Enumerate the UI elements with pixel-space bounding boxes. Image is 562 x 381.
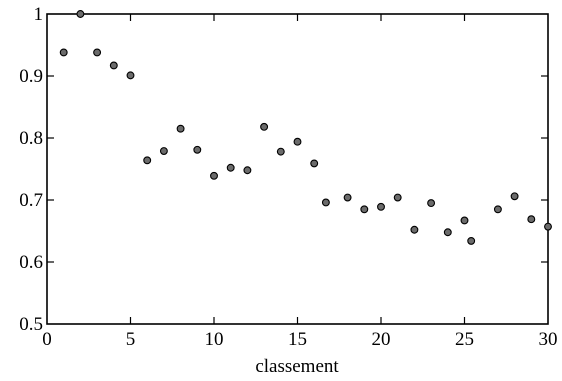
data-point: [210, 171, 218, 180]
y-tick-label: 0.9: [19, 66, 43, 87]
data-point: [176, 124, 185, 133]
data-point: [393, 193, 402, 202]
x-tick-label: 20: [372, 329, 391, 350]
data-point: [143, 156, 152, 165]
x-tick-label: 15: [288, 329, 307, 350]
data-point: [109, 61, 118, 70]
y-tick-label: 1: [34, 4, 44, 25]
axis-ticks: [47, 14, 548, 324]
data-point: [226, 163, 235, 172]
data-point: [493, 205, 502, 214]
data-point: [159, 147, 168, 155]
x-tick-label: 25: [455, 329, 474, 350]
data-point: [76, 10, 85, 18]
data-point: [193, 145, 202, 154]
data-point: [460, 216, 469, 225]
y-tick-label: 0.8: [19, 128, 43, 149]
data-point: [276, 147, 285, 156]
y-tick-label: 0.6: [19, 252, 43, 273]
data-point: [377, 202, 385, 211]
data-point: [93, 48, 102, 57]
x-tick-labels: 0 5 10 15 20 25 30: [42, 329, 557, 350]
data-point: [467, 236, 476, 245]
y-tick-label: 0.5: [19, 314, 43, 335]
data-point: [410, 225, 419, 234]
x-tick-label: 30: [539, 329, 558, 350]
y-tick-labels: 0.5 0.6 0.7 0.8 0.9 1: [19, 4, 43, 335]
data-point: [310, 159, 319, 168]
x-tick-label: 5: [126, 329, 136, 350]
data-point: [510, 192, 519, 201]
data-point: [321, 198, 330, 207]
data-point: [544, 222, 552, 231]
plot-frame: [46, 13, 549, 325]
data-point: [427, 199, 436, 208]
data-point: [243, 166, 252, 175]
data-point: [260, 122, 269, 131]
x-tick-label: 0: [42, 329, 52, 350]
data-point: [527, 215, 536, 224]
x-tick-label: 10: [205, 329, 224, 350]
data-point: [293, 137, 302, 146]
data-point: [360, 205, 369, 214]
x-axis-title: classement: [255, 356, 339, 376]
data-point: [126, 71, 135, 80]
data-point: [343, 193, 352, 202]
data-point: [59, 48, 68, 57]
data-point: [443, 228, 452, 237]
data-points: [59, 10, 552, 245]
y-tick-label: 0.7: [19, 190, 43, 211]
